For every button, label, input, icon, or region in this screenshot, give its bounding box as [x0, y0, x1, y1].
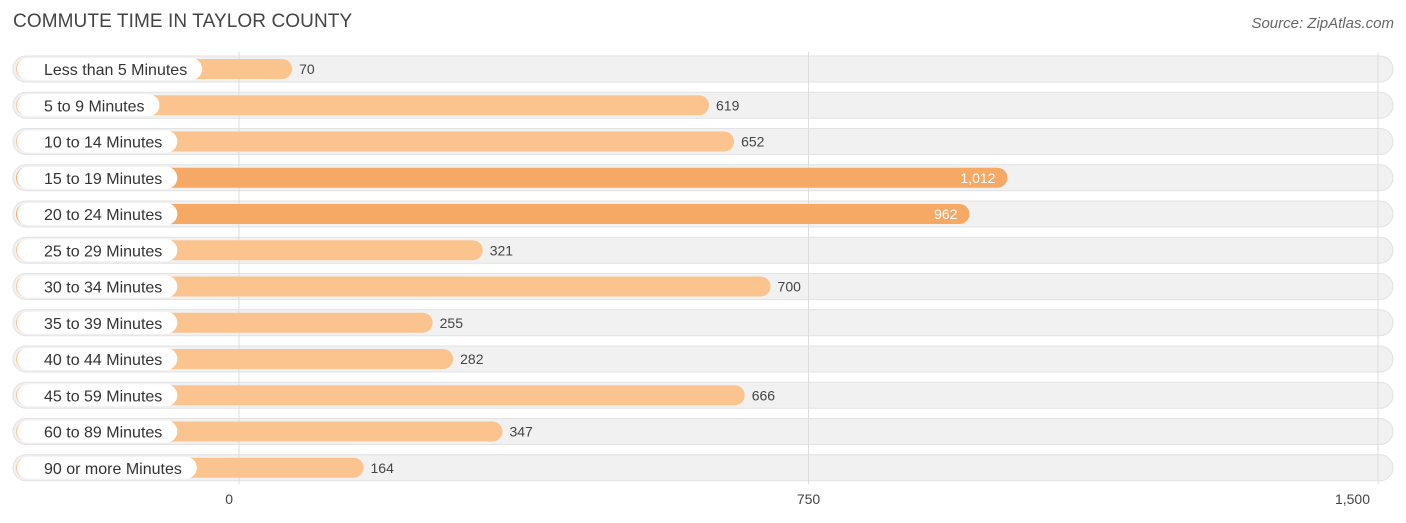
category-label: 35 to 39 Minutes [44, 316, 162, 333]
category-label: 90 or more Minutes [44, 461, 182, 478]
bar [16, 204, 970, 224]
category-label: 40 to 44 Minutes [44, 352, 162, 369]
category-pill [17, 239, 178, 262]
value-label: 164 [371, 460, 395, 476]
tick-label: 0 [225, 491, 233, 507]
bar [16, 167, 1008, 188]
value-label: 666 [752, 387, 776, 403]
value-label: 282 [460, 351, 484, 367]
value-label: 70 [299, 61, 315, 77]
value-label: 255 [440, 315, 464, 331]
category-label: 60 to 89 Minutes [44, 425, 162, 442]
category-pill [17, 311, 178, 334]
category-label: 20 to 24 Minutes [44, 207, 162, 224]
tick-label: 1,500 [1335, 491, 1370, 507]
category-pill [17, 456, 197, 479]
row-track [12, 55, 1394, 83]
bar [16, 385, 745, 406]
tick-label: 750 [797, 491, 821, 507]
category-label: 30 to 34 Minutes [44, 280, 162, 297]
category-pill [17, 130, 178, 153]
chart-source: Source: ZipAtlas.com [1251, 15, 1394, 32]
value-label: 700 [778, 279, 802, 295]
bar [16, 95, 710, 116]
category-pill [17, 275, 178, 298]
value-label: 347 [509, 424, 533, 440]
bar [16, 131, 735, 152]
category-label: 10 to 14 Minutes [44, 135, 162, 152]
category-label: Less than 5 Minutes [44, 62, 187, 79]
category-label: 25 to 29 Minutes [44, 243, 162, 260]
category-label: 5 to 9 Minutes [44, 98, 145, 115]
category-pill [17, 420, 178, 443]
category-label: 15 to 19 Minutes [44, 171, 162, 188]
category-pill [17, 384, 178, 407]
bar [16, 276, 771, 297]
category-pill [17, 166, 178, 189]
value-label: 652 [741, 134, 765, 150]
chart-title: COMMUTE TIME IN TAYLOR COUNTY [13, 11, 353, 32]
category-pill [17, 348, 178, 370]
value-label: 619 [716, 97, 740, 113]
category-label: 45 to 59 Minutes [44, 388, 162, 405]
category-pill [17, 58, 203, 80]
value-label: 962 [934, 206, 958, 222]
category-pill [17, 203, 178, 225]
value-label: 321 [490, 242, 514, 258]
category-pill [17, 94, 160, 117]
value-label: 1,012 [960, 170, 995, 186]
